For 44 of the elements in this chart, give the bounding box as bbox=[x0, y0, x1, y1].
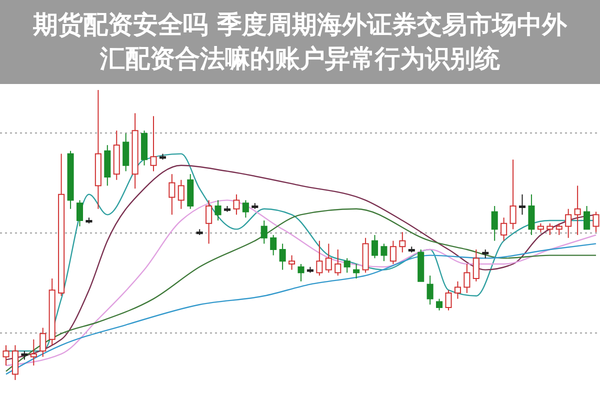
chart-title: 期货配资安全吗 季度周期海外证券交易市场中外汇配资合法嘛的账户异常行为识别统 bbox=[32, 10, 568, 73]
candlestick bbox=[206, 200, 212, 244]
candlestick bbox=[436, 298, 443, 311]
candlestick bbox=[565, 208, 572, 238]
candlestick bbox=[298, 264, 304, 282]
candlestick bbox=[2, 344, 10, 366]
candlestick bbox=[380, 243, 388, 262]
candlestick bbox=[122, 133, 130, 172]
candlestick bbox=[316, 240, 323, 276]
candlestick bbox=[242, 200, 249, 218]
candlestick bbox=[426, 275, 434, 306]
candlestick bbox=[270, 234, 277, 256]
candlestick bbox=[472, 249, 480, 282]
candlestick bbox=[445, 290, 452, 311]
candlestick bbox=[76, 200, 84, 227]
candlestick bbox=[491, 206, 498, 242]
candlestick bbox=[584, 206, 590, 230]
candlestick bbox=[150, 116, 157, 172]
candlestick bbox=[214, 200, 222, 221]
candlestick bbox=[325, 243, 332, 274]
candlestick bbox=[528, 194, 535, 236]
candlestick bbox=[233, 194, 240, 216]
candlestick bbox=[574, 185, 581, 236]
candlestick bbox=[556, 222, 562, 236]
candlestick bbox=[464, 264, 470, 294]
candlestick bbox=[454, 280, 461, 300]
candlestick bbox=[178, 179, 184, 210]
candlestick bbox=[279, 243, 286, 270]
candlestick bbox=[353, 264, 360, 279]
candlestick bbox=[260, 220, 268, 244]
candlestick bbox=[288, 254, 296, 270]
candlestick bbox=[12, 344, 18, 380]
candlestick bbox=[371, 234, 378, 259]
candlestick bbox=[40, 327, 46, 358]
candlestick bbox=[30, 338, 37, 366]
candlestick bbox=[510, 159, 516, 230]
candlestick bbox=[546, 222, 554, 236]
candlestick bbox=[500, 217, 508, 242]
candlestick bbox=[390, 240, 396, 264]
candlestick bbox=[334, 249, 342, 276]
candlestick bbox=[168, 174, 176, 216]
candlestick bbox=[399, 232, 406, 253]
candlestick bbox=[344, 258, 350, 274]
candlestick bbox=[518, 194, 526, 216]
